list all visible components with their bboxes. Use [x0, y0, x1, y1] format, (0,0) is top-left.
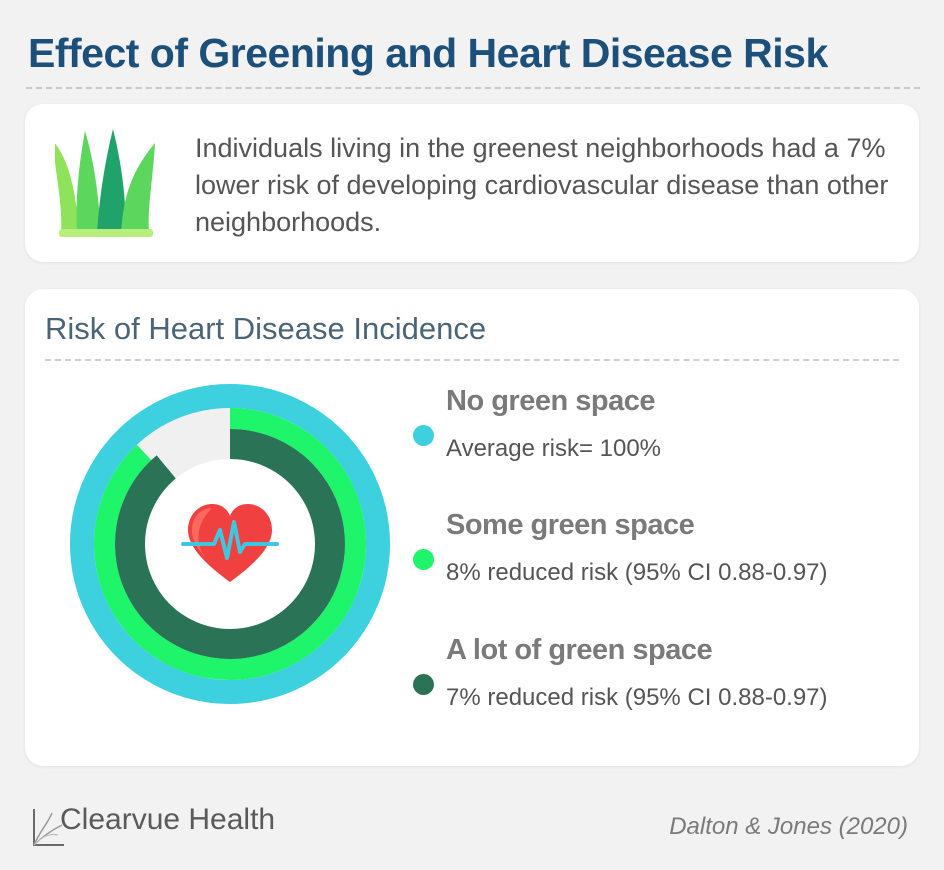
heart-pulse-icon — [181, 504, 279, 582]
brand-name: Clearvue Health — [60, 803, 276, 836]
legend-color-dot — [413, 425, 434, 446]
intro-card: Individuals living in the greenest neigh… — [25, 104, 919, 262]
legend-series-name: Some green space — [446, 509, 695, 541]
ring-bar-no-green-space — [70, 384, 390, 704]
citation: Dalton & Jones (2020) — [669, 813, 908, 840]
intro-text: Individuals living in the greenest neigh… — [195, 133, 889, 237]
legend-series-description: 8% reduced risk (95% CI 0.88-0.97) — [446, 559, 828, 586]
chart-divider — [45, 359, 899, 361]
legend-series-description: 7% reduced risk (95% CI 0.88-0.97) — [446, 684, 828, 711]
radial-chart — [70, 384, 390, 704]
legend-series-name: A lot of green space — [446, 634, 713, 666]
clearvue-logo-icon — [33, 809, 64, 846]
ring-bar-a-lot-of-green-space — [115, 429, 345, 659]
legend-series-description: Average risk= 100% — [446, 435, 662, 462]
grass-icon — [55, 129, 155, 237]
chart-title: Risk of Heart Disease Incidence — [45, 311, 487, 346]
legend-color-dot — [413, 674, 434, 695]
page-title: Effect of Greening and Heart Disease Ris… — [28, 30, 828, 76]
legend-series-name: No green space — [446, 385, 655, 417]
chart-card: Risk of Heart Disease Incidence No green… — [25, 289, 919, 766]
ring-bar-some-green-space — [94, 408, 366, 680]
legend-color-dot — [413, 549, 434, 570]
title-divider — [26, 87, 920, 89]
